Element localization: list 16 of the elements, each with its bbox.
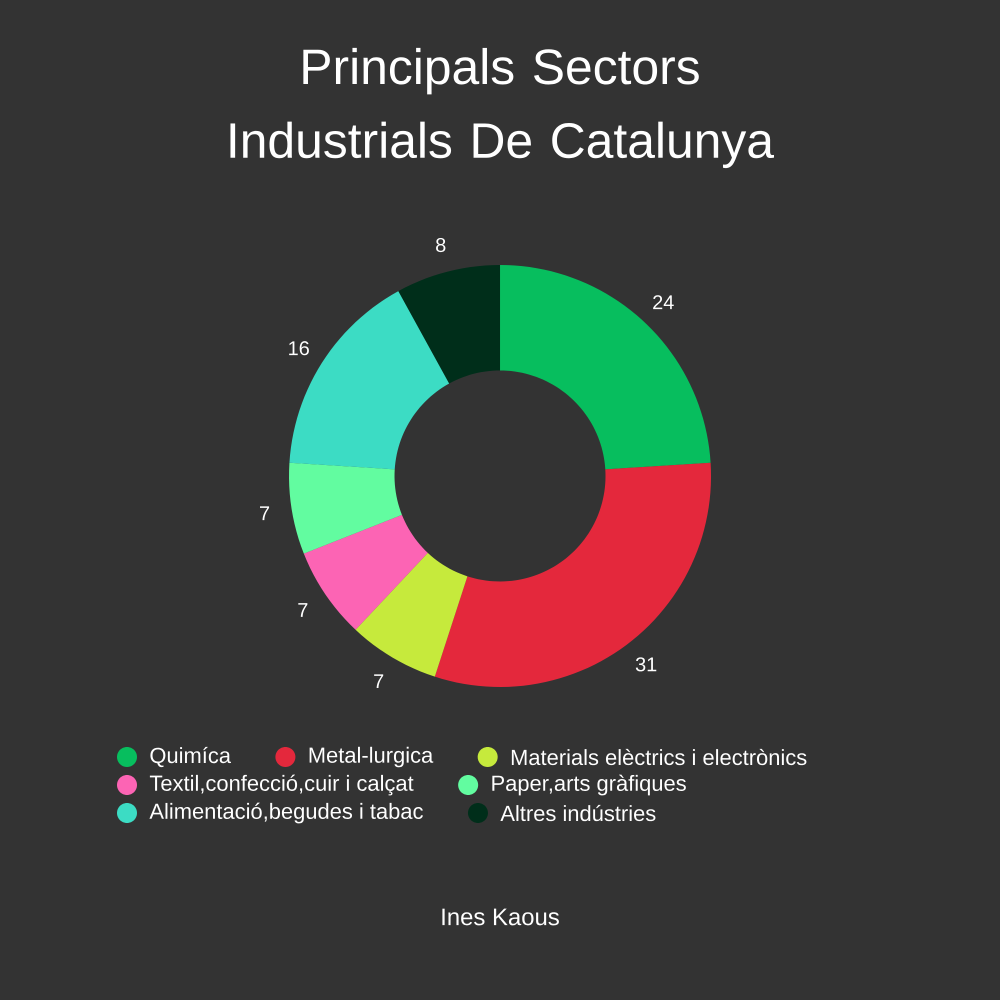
legend-label: Metal-lurgica	[310, 746, 434, 768]
text: Ines Kaous	[442, 908, 559, 926]
data-label: 31	[636, 657, 656, 672]
legend-label: Altres indústries	[500, 804, 656, 822]
legend-label: Quimíca	[150, 746, 231, 768]
data-label: 24	[653, 295, 674, 310]
data-label: 7	[374, 674, 384, 688]
legend-label: Textil,confecció,cuir i calçat	[150, 774, 414, 796]
data-label: 7	[298, 603, 308, 617]
chart-title: Principals Sectors Industrials De Catalunya	[230, 48, 774, 168]
legend-label: Materials elèctrics i electrònics	[512, 748, 806, 766]
legend-label: Paper,arts gràfiques	[492, 774, 686, 796]
data-label: 16	[289, 341, 309, 356]
data-label: 7	[260, 506, 270, 520]
data-label: 8	[436, 238, 446, 252]
legend-label: Alimentació,begudes i tabac	[149, 802, 423, 824]
